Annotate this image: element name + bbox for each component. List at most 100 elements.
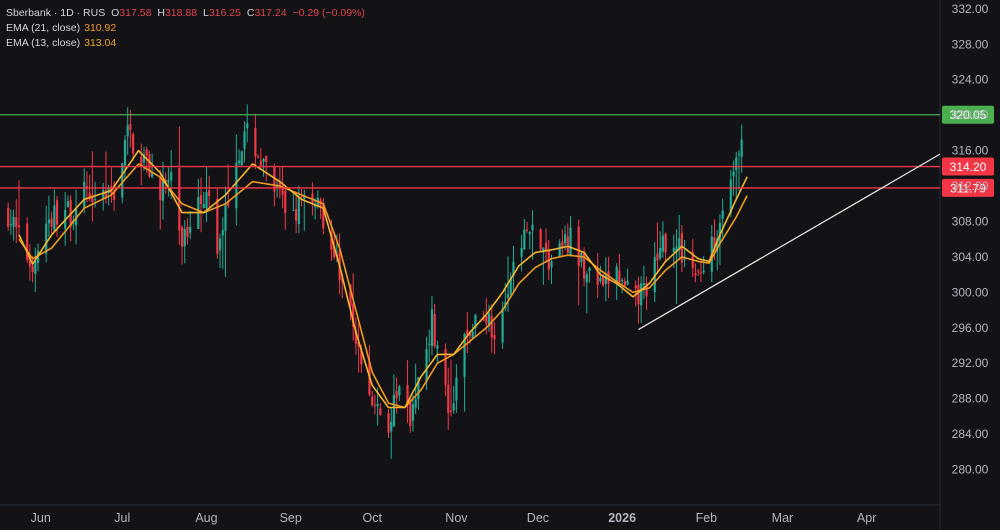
- candle-body: [333, 245, 336, 258]
- candle-body: [379, 408, 382, 415]
- candle-body: [409, 400, 412, 427]
- y-tick-label: 316.00: [952, 144, 989, 158]
- candle-body: [93, 199, 97, 201]
- candle-body: [694, 273, 697, 276]
- candle-body: [246, 123, 249, 129]
- candle-body: [360, 349, 363, 365]
- candle-body: [9, 224, 12, 226]
- candle-body: [729, 179, 732, 214]
- candle-body: [292, 210, 295, 212]
- candle-body: [243, 131, 246, 149]
- candle-body: [471, 331, 474, 339]
- candle-body: [148, 154, 151, 177]
- candle-body: [561, 241, 564, 248]
- candle-body: [539, 229, 542, 250]
- candle-body: [142, 154, 146, 163]
- y-tick-label: 284.00: [952, 427, 989, 441]
- y-tick-label: 300.00: [952, 285, 989, 299]
- candle-body: [468, 333, 472, 337]
- candle-body: [509, 277, 512, 295]
- price-line-label-box: [942, 105, 994, 124]
- candle-body: [406, 385, 409, 405]
- candle-body: [262, 158, 265, 162]
- candle-body: [237, 160, 241, 163]
- candle-body: [235, 162, 238, 209]
- candle-body: [205, 192, 208, 209]
- candle-body: [602, 276, 605, 286]
- ema13-label: EMA (13, close): [6, 37, 81, 49]
- candle-body: [604, 273, 607, 284]
- candle-body: [520, 248, 523, 257]
- candle-body: [735, 157, 738, 171]
- trendline[interactable]: [638, 153, 941, 331]
- x-tick-label: Nov: [445, 511, 468, 525]
- candle-body: [91, 195, 94, 203]
- price-line-label: 320.05: [950, 108, 987, 122]
- candle-body: [626, 280, 629, 285]
- candle-body: [615, 266, 618, 283]
- candle-body: [599, 277, 602, 282]
- candle-body: [501, 308, 504, 343]
- chart-legend: Sberbank · 1D · RUS O317.58 H318.88 L316…: [6, 6, 365, 51]
- candle-body: [697, 271, 700, 273]
- candle-body: [12, 216, 15, 227]
- candle-body: [398, 386, 401, 396]
- candle-body: [390, 421, 393, 432]
- open-value: 317.58: [119, 7, 152, 19]
- ema21-line: [18, 163, 748, 409]
- ema21-label: EMA (21, close): [6, 22, 81, 34]
- candle-body: [621, 280, 624, 282]
- candle-body: [430, 309, 434, 347]
- candle-body: [311, 193, 314, 204]
- candle-body: [104, 190, 108, 198]
- candle-body: [224, 203, 227, 231]
- candle-body: [659, 247, 662, 259]
- candle-body: [531, 224, 534, 230]
- candle-body: [637, 284, 640, 305]
- candle-body: [123, 139, 127, 166]
- ema21-row[interactable]: EMA (21, close) 310.92: [6, 21, 365, 36]
- candle-body: [295, 209, 298, 221]
- candle-body: [607, 271, 610, 284]
- candle-body: [83, 181, 86, 208]
- symbol-label[interactable]: Sberbank · 1D · RUS: [6, 7, 106, 19]
- candle-body: [449, 410, 453, 412]
- candle-body: [395, 391, 398, 399]
- candle-body: [354, 329, 357, 344]
- ema21-value: 310.92: [84, 22, 117, 34]
- price-line-label-box: [942, 157, 994, 176]
- change-value: −0.29 (−0.09%): [292, 7, 365, 19]
- candle-body: [7, 208, 10, 227]
- candle-body: [506, 294, 510, 298]
- candle-body: [387, 413, 390, 433]
- ema13-row[interactable]: EMA (13, close) 313.04: [6, 36, 365, 51]
- candle-body: [569, 227, 572, 256]
- candle-body: [542, 247, 545, 253]
- candle-body: [132, 134, 135, 154]
- candle-body: [414, 399, 417, 408]
- candle-body: [50, 218, 53, 227]
- candle-body: [281, 185, 284, 195]
- price-line-label: 314.20: [950, 160, 987, 174]
- candle-body: [357, 342, 360, 347]
- candle-body: [577, 226, 580, 267]
- candle-body: [737, 153, 741, 155]
- candle-body: [102, 189, 105, 199]
- y-tick-label: 308.00: [952, 214, 989, 228]
- candle-body: [159, 177, 162, 201]
- candle-body: [528, 231, 531, 235]
- candle-body: [189, 226, 192, 233]
- y-tick-label: 320.00: [952, 108, 989, 122]
- candle-body: [702, 270, 705, 273]
- candle-body: [240, 151, 243, 166]
- x-tick-label: Dec: [527, 511, 549, 525]
- candle-body: [618, 270, 621, 283]
- candle-body: [180, 227, 184, 247]
- high-value: 318.88: [164, 7, 198, 19]
- ema13-line: [18, 149, 748, 409]
- candle-body: [26, 223, 29, 260]
- y-tick-label: 312.00: [952, 179, 989, 193]
- candle-body: [31, 265, 34, 273]
